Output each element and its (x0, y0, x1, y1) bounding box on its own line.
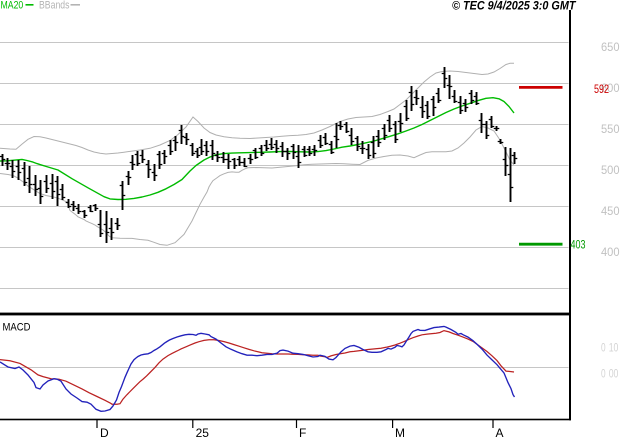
svg-text:500: 500 (601, 165, 620, 177)
svg-text:M: M (395, 426, 405, 440)
svg-text:592: 592 (594, 84, 609, 96)
svg-text:0: 0 (601, 342, 606, 354)
svg-text:D: D (100, 426, 109, 440)
svg-text:10: 10 (609, 342, 619, 354)
svg-text:MACD: MACD (3, 322, 31, 334)
svg-text:MA20: MA20 (1, 0, 24, 12)
svg-text:0: 0 (601, 368, 606, 380)
svg-text:25: 25 (196, 426, 210, 440)
svg-text:BBands: BBands (39, 0, 70, 12)
svg-text:550: 550 (601, 124, 620, 136)
svg-text:600: 600 (601, 83, 620, 95)
svg-text:00: 00 (609, 368, 619, 380)
svg-text:403: 403 (571, 239, 586, 251)
svg-text:450: 450 (601, 206, 620, 218)
svg-text:© TEC 9/4/2025 3:0 GMT: © TEC 9/4/2025 3:0 GMT (452, 1, 576, 13)
svg-text:F: F (299, 426, 306, 440)
svg-text:650: 650 (601, 42, 620, 54)
svg-text:A: A (496, 426, 504, 440)
svg-text:400: 400 (601, 247, 620, 259)
